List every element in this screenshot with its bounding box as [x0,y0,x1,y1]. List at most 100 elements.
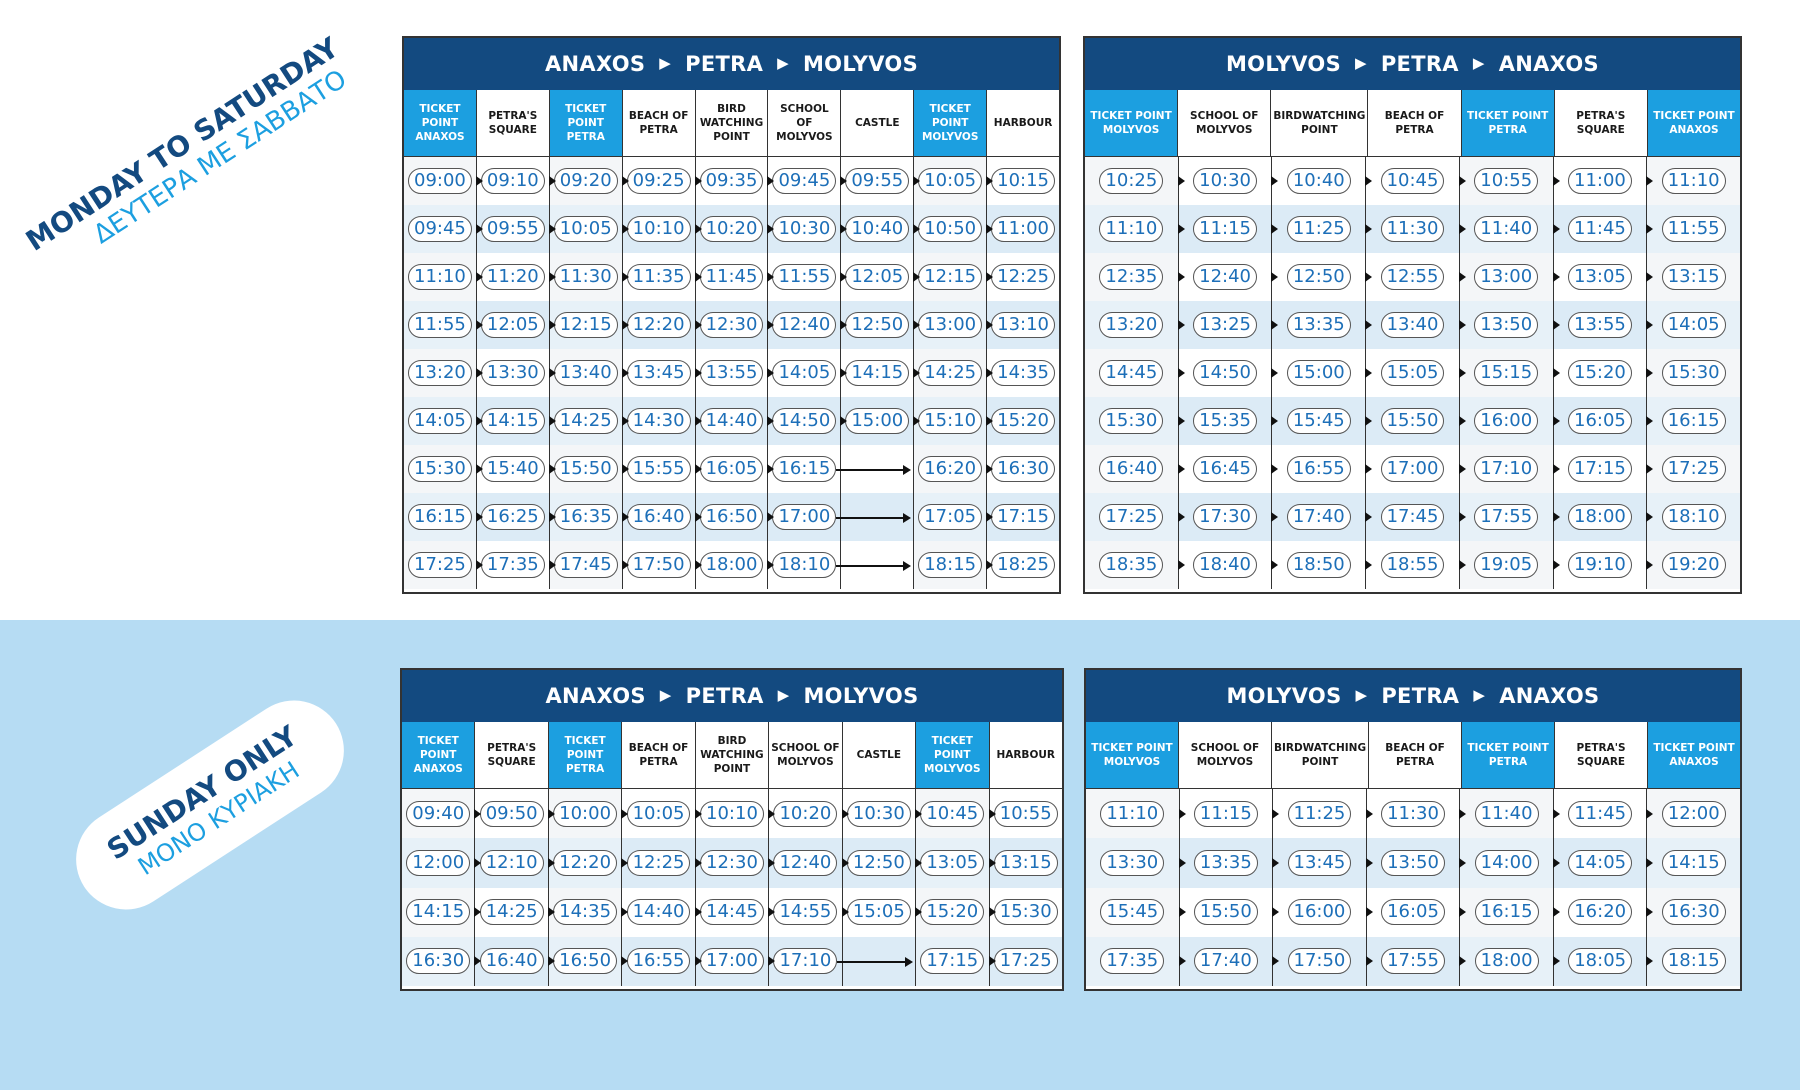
arrow-icon [1646,956,1654,967]
time-cell: 11:25 [1271,205,1365,253]
time-cell: 17:25 [988,936,1062,986]
stop-header: SCHOOL OF MOLYVOS [1177,722,1271,788]
departure-time: 15:30 [993,899,1058,926]
skip-stop-line [836,561,911,570]
departure-time: 09:45 [408,216,472,242]
departure-time: 14:40 [626,899,691,926]
departure-time: 17:40 [1193,948,1258,975]
arrow-icon [986,416,994,426]
time-cell: 17:35 [1086,936,1179,986]
time-cell: 13:25 [1177,301,1272,349]
arrow-icon [1552,956,1560,967]
departure-time: 17:00 [772,504,837,530]
time-cell: 17:10 [1458,445,1553,493]
time-cell: 15:20 [915,887,989,937]
arrow-icon [1178,956,1186,967]
time-cell: 13:20 [404,349,476,397]
departure-time: 18:15 [1661,948,1726,975]
departure-time: 09:50 [479,800,544,827]
time-cell: 11:10 [1085,205,1178,253]
time-cell: 13:45 [1272,838,1366,888]
time-cell: 13:00 [913,301,987,349]
time-cell: 13:55 [1552,301,1647,349]
stop-header: BIRDWATCHING POINT [1270,90,1367,156]
time-cell: 14:15 [475,397,549,445]
arrow-icon [475,224,483,234]
arrow-icon [621,320,629,330]
time-cell: 16:00 [1458,397,1553,445]
arrow-icon [1552,512,1560,522]
timetable-row: 12:35 12:40 12:50 12:55 13:00 13:05 13:15 [1085,253,1741,301]
departure-time: 14:45 [1099,360,1164,386]
time-cell: 16:25 [475,493,549,541]
arrow-icon [1459,857,1467,868]
time-cell: 15:50 [1365,397,1459,445]
timetable-row: 17:25 17:30 17:40 17:45 17:55 18:00 18:10 [1085,493,1741,541]
timetable-body: 09:40 09:50 10:00 10:05 10:10 10:20 10:30 10:45… [402,789,1062,986]
arrow-icon [1459,907,1467,918]
time-cell: 09:25 [621,157,695,205]
time-cell: 11:00 [986,205,1059,253]
arrow-icon [768,857,776,868]
arrow-icon [1552,560,1560,570]
arrow-icon [1365,416,1373,426]
departure-time: 12:25 [626,849,691,876]
arrow-icon [1646,272,1654,282]
departure-time: 17:50 [626,552,691,578]
departure-time: 11:35 [626,264,691,290]
arrow-icon [548,368,556,378]
time-cell: 17:40 [1271,493,1365,541]
arrow-icon [986,368,994,378]
time-cell: 17:50 [621,541,695,589]
timetable-sunday-molyvos-anaxos: MOLYVOS ▶ PETRA ▶ ANAXOS TICKET POINT MOLYVOS… [1084,668,1742,991]
departure-time: 09:55 [845,168,910,194]
departure-time: 10:20 [699,216,764,242]
arrow-icon [621,560,629,570]
arrow-icon [1552,907,1560,918]
departure-time: 16:05 [1568,408,1632,434]
departure-time: 11:30 [1380,216,1445,242]
arrow-icon [694,512,702,522]
arrow-icon [548,224,556,234]
departure-time: 12:30 [700,849,764,876]
time-cell: 10:30 [841,789,915,839]
arrow-icon [840,320,848,330]
departure-time: 11:10 [1099,216,1164,242]
arrow-icon [694,272,702,282]
time-cell: 15:45 [1271,397,1365,445]
arrow-icon [767,416,775,426]
stop-header: SCHOOL OF MOLYVOS [1177,90,1270,156]
time-cell: 17:00 [767,493,840,541]
departure-time: 17:10 [773,948,838,975]
stop-header: TICKET POINT ANAXOS [1647,722,1741,788]
arrow-icon [548,272,556,282]
time-cell: 12:30 [694,301,768,349]
departure-time: 19:05 [1474,552,1539,578]
arrow-icon [841,857,849,868]
arrow-icon [1272,857,1280,868]
arrow-icon [1272,956,1280,967]
arrow-icon [1646,808,1654,819]
stop-header: TICKET POINT PETRA [1461,722,1555,788]
departure-time: 14:15 [845,360,910,386]
arrow-icon [1646,368,1654,378]
arrow-icon [986,224,994,234]
departure-time: 11:55 [772,264,837,290]
time-cell: 11:10 [1086,789,1179,839]
time-cell: 15:15 [1458,349,1553,397]
departure-time: 15:10 [918,408,983,434]
time-cell: 18:10 [767,541,840,589]
arrow-icon [1365,808,1373,819]
departure-time: 10:45 [920,800,985,827]
departure-time: 11:10 [1661,168,1726,194]
arrow-icon [548,512,556,522]
departure-time: 18:10 [772,552,837,578]
departure-time: 13:05 [920,849,985,876]
arrow-icon [621,808,629,819]
time-cell: 16:15 [404,493,476,541]
time-cell: 11:55 [1646,205,1741,253]
departure-time: 15:30 [408,456,472,482]
time-cell: 11:40 [1459,789,1553,839]
departure-time: 15:45 [1100,899,1165,926]
time-cell: 13:15 [1646,253,1741,301]
